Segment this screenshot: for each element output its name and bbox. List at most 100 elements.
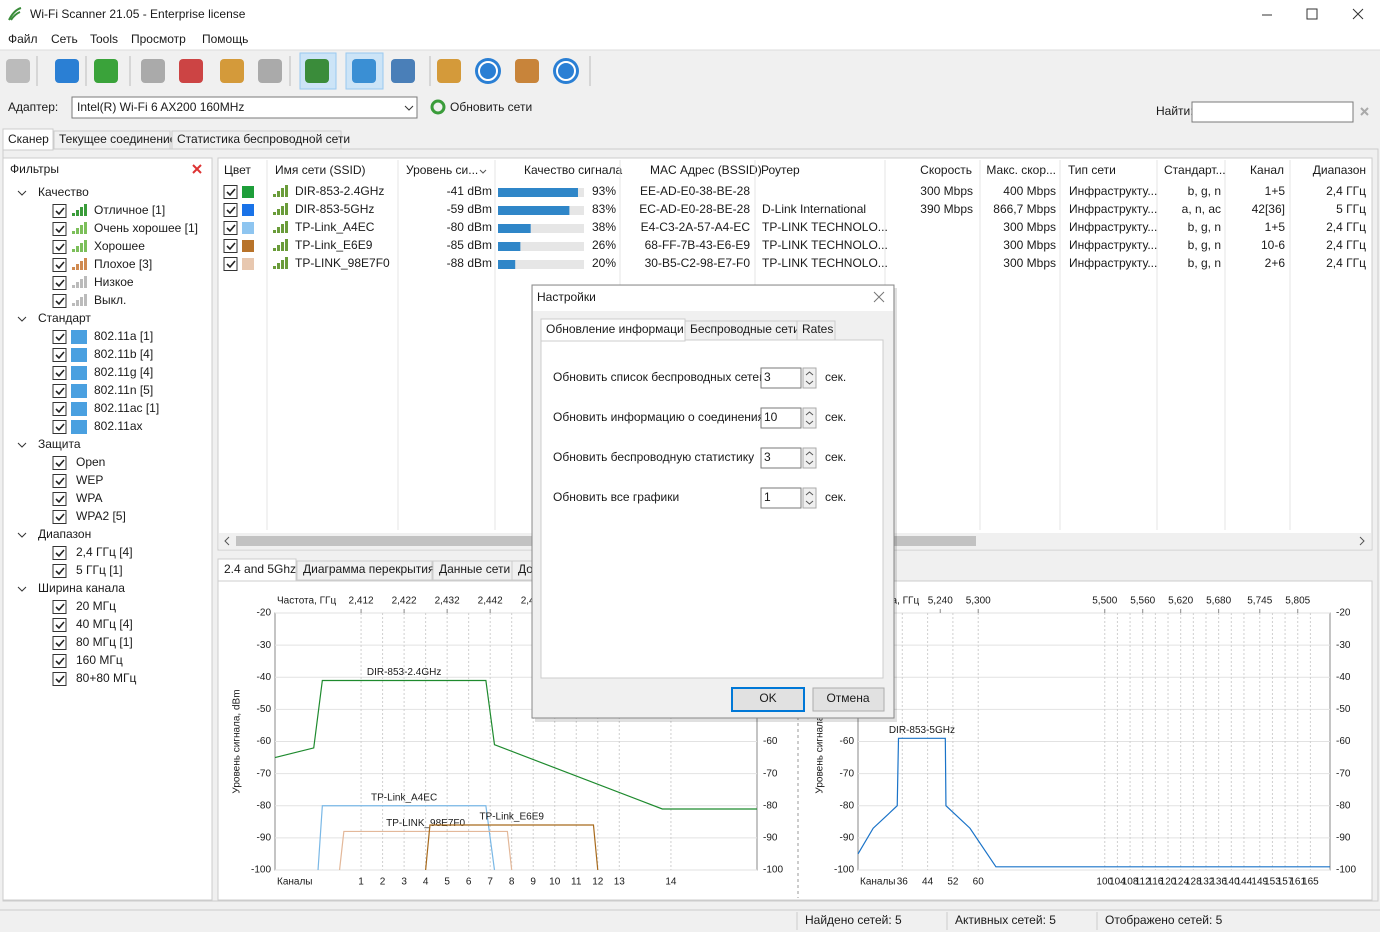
checkbox[interactable] [52,402,67,416]
maximize-button[interactable] [1306,8,1318,20]
filter-item[interactable]: 802.11b [4] [94,347,153,361]
filter-group[interactable]: Защита [38,437,81,451]
checkbox[interactable] [52,420,67,434]
checkbox[interactable] [223,221,238,235]
toolbar-button[interactable] [305,59,329,83]
filter-item[interactable]: 160 МГц [76,653,123,667]
column-header[interactable]: Цвет [224,163,251,177]
tab[interactable] [296,560,433,581]
checkbox[interactable] [52,330,67,344]
checkbox[interactable] [52,276,67,290]
tab-label[interactable]: 2.4 and 5Ghz [224,562,296,576]
checkbox[interactable] [52,222,67,236]
spin-input[interactable] [760,487,802,509]
cancel-button[interactable] [812,687,885,712]
toolbar-button[interactable] [55,59,79,83]
tab-label[interactable]: Статистика беспроводной сети [177,132,350,146]
filter-item[interactable]: WPA [76,491,102,505]
filter-item[interactable]: Хорошее [94,239,145,253]
checkbox[interactable] [52,564,67,578]
column-header[interactable]: Роутер [761,163,800,177]
column-header[interactable]: Диапазон [1313,163,1366,177]
checkbox[interactable] [52,492,67,506]
checkbox[interactable] [52,474,67,488]
cancel-button-label[interactable]: Отмена [826,691,869,705]
filter-item[interactable]: 2,4 ГГц [4] [76,545,133,559]
checkbox[interactable] [52,348,67,362]
column-header[interactable]: Уровень си... [406,163,478,177]
ok-button[interactable] [731,687,805,712]
tab[interactable] [53,130,171,150]
checkbox[interactable] [223,239,238,253]
filter-item[interactable]: 80+80 МГц [76,671,137,685]
checkbox[interactable] [52,456,67,470]
filter-item[interactable]: 20 МГц [76,599,116,613]
filter-group[interactable]: Качество [38,185,89,199]
column-header[interactable]: Канал [1250,163,1284,177]
column-header[interactable]: Имя сети (SSID) [275,163,366,177]
column-header[interactable]: Макс. скор... [986,163,1056,177]
checkbox[interactable] [52,654,67,668]
spin-buttons[interactable] [802,447,817,469]
filter-item[interactable]: Выкл. [94,293,126,307]
spin-buttons[interactable] [802,407,817,429]
toolbar-button[interactable] [179,59,203,83]
checkbox[interactable] [52,600,67,614]
column-header[interactable]: MAC Адрес (BSSID) [650,163,762,177]
checkbox[interactable] [52,240,67,254]
filter-item[interactable]: 40 МГц [4] [76,617,133,631]
checkbox[interactable] [223,257,238,271]
tab[interactable] [171,130,342,150]
filter-item[interactable]: Очень хорошее [1] [94,221,198,235]
toolbar-button[interactable] [437,59,461,83]
tab[interactable] [2,128,54,151]
menu-item[interactable]: Tools [90,32,118,46]
refresh-button[interactable]: Обновить сети [450,100,532,114]
tab-label[interactable]: Текущее соединение [59,132,177,146]
toolbar-button[interactable] [6,59,30,83]
filter-item[interactable]: Низкое [94,275,134,289]
spin-buttons[interactable] [802,487,817,509]
spin-input[interactable] [760,407,802,429]
menu-item[interactable]: Сеть [51,32,78,46]
filter-item[interactable]: 5 ГГц [1] [76,563,123,577]
ok-button-label[interactable]: OK [759,691,776,705]
checkbox[interactable] [223,185,238,199]
checkbox[interactable] [52,384,67,398]
toolbar-button[interactable] [352,59,376,83]
toolbar-button[interactable] [515,59,539,83]
filter-item[interactable]: 802.11ac [1] [94,401,159,415]
toolbar-button[interactable] [220,59,244,83]
checkbox[interactable] [52,618,67,632]
toolbar-button[interactable] [94,59,118,83]
toolbar-button[interactable] [391,59,415,83]
tab-label[interactable]: Диаграмма перекрытия [303,562,435,576]
tab-label[interactable]: Данные сети [439,562,510,576]
filter-item[interactable]: 80 МГц [1] [76,635,133,649]
checkbox[interactable] [52,636,67,650]
tab-label[interactable]: Беспроводные сети [690,322,800,336]
column-header[interactable]: Стандарт... [1164,163,1226,177]
filter-item[interactable]: WEP [76,473,103,487]
tab[interactable] [796,320,836,341]
column-header[interactable]: Скорость [920,163,972,177]
checkbox[interactable] [223,203,238,217]
checkbox[interactable] [52,546,67,560]
tab-label[interactable]: Обновление информации [546,322,690,336]
column-header[interactable]: Качество сигнала [524,163,622,177]
filter-item[interactable]: Отличное [1] [94,203,165,217]
spin-input[interactable] [760,447,802,469]
filter-item[interactable]: 802.11ax [94,419,143,433]
filter-item[interactable]: 802.11n [5] [94,383,153,397]
filter-group[interactable]: Стандарт [38,311,91,325]
menu-item[interactable]: Файл [8,32,38,46]
menu-item[interactable]: Просмотр [131,32,186,46]
filter-item[interactable]: 802.11g [4] [94,365,153,379]
adapter-select[interactable] [71,96,418,119]
checkbox[interactable] [52,366,67,380]
tab-label[interactable]: Rates [802,322,833,336]
checkbox[interactable] [52,204,67,218]
filter-item[interactable]: WPA2 [5] [76,509,126,523]
tab-label[interactable]: Сканер [8,132,49,146]
toolbar-button[interactable] [141,59,165,83]
